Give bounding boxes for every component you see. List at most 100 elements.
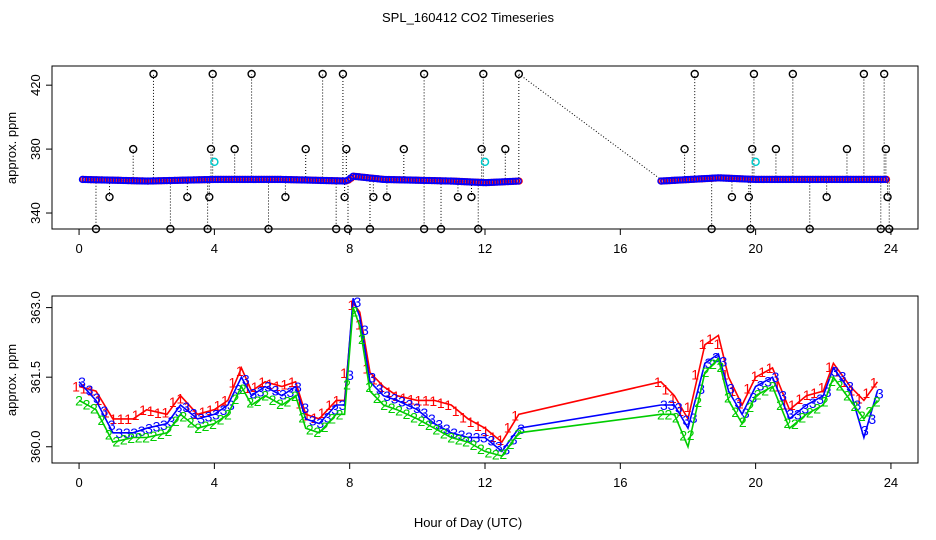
series-marker-3: 3	[660, 397, 668, 413]
series-marker-2: 2	[395, 403, 403, 419]
series-marker-1: 1	[288, 374, 296, 390]
series-marker-1: 1	[310, 410, 318, 426]
series-marker-3: 3	[458, 427, 466, 443]
series-marker-1: 1	[661, 381, 669, 397]
series-marker-2: 2	[157, 426, 165, 442]
series-marker-3: 3	[391, 391, 399, 407]
baseline-point-blue	[879, 175, 887, 184]
top-y-tick-label: 420	[28, 74, 43, 96]
series-marker-2: 2	[484, 444, 492, 460]
series-marker-1: 1	[706, 331, 714, 347]
series-marker-3: 3	[175, 404, 183, 420]
series-marker-3: 3	[123, 425, 131, 441]
bottom-x-tick-label: 12	[478, 475, 492, 490]
outlier-point	[338, 69, 348, 79]
baseline-point-blue	[511, 177, 520, 185]
outlier-point	[690, 69, 699, 79]
series-marker-2: 2	[276, 396, 284, 412]
series-marker-3: 3	[712, 350, 720, 366]
outlier-point	[301, 144, 310, 154]
series-marker-3: 3	[86, 382, 94, 398]
outlier-point	[105, 192, 114, 202]
outlier-point	[342, 144, 351, 154]
series-line-3	[78, 298, 879, 453]
series-marker-3: 3	[346, 367, 354, 383]
series-marker-1: 1	[788, 397, 796, 413]
series-marker-1: 1	[176, 391, 184, 407]
series-marker-2: 2	[164, 423, 172, 439]
series-marker-1: 1	[452, 403, 460, 419]
series-marker-3: 3	[167, 414, 175, 430]
series-marker-2: 2	[440, 425, 448, 441]
series-marker-1: 1	[496, 432, 504, 448]
series-marker-1: 1	[467, 414, 475, 430]
baseline-point-blue	[514, 177, 522, 185]
gap-connector	[518, 73, 662, 180]
top-x-tick-label: 4	[211, 241, 218, 256]
series-marker-3: 3	[78, 374, 86, 390]
series-marker-2: 2	[418, 413, 426, 429]
series-marker-3: 3	[354, 294, 362, 310]
series-marker-1: 1	[236, 363, 244, 379]
top-y-tick-label: 380	[28, 138, 43, 160]
series-marker-1: 1	[295, 395, 303, 411]
series-marker-3: 3	[93, 390, 101, 406]
series-marker-2: 2	[254, 393, 262, 409]
top-panel-axes: 0 4 8 12 16 20 24 340 380 420	[28, 74, 898, 256]
baseline-point-blue	[881, 175, 890, 184]
outlier-point	[419, 224, 429, 234]
series-marker-2: 2	[851, 398, 859, 414]
series-marker-3: 3	[682, 412, 690, 428]
series-marker-2: 2	[709, 356, 717, 372]
series-marker-1: 1	[303, 408, 311, 424]
series-marker-3: 3	[153, 419, 161, 435]
series-marker-3: 3	[331, 401, 339, 417]
series-marker-1: 1	[132, 407, 140, 423]
series-marker-3: 3	[108, 417, 116, 433]
bottom-panel: approx. ppm Hour of Day (UTC) 1 1 111 1 1 1 1 1…	[4, 291, 919, 530]
series-marker-3: 3	[368, 369, 376, 385]
series-marker-1: 1	[699, 336, 707, 352]
series-marker-3: 3	[667, 397, 675, 413]
outlier-point	[885, 224, 894, 234]
series-marker-1: 1	[102, 404, 110, 420]
outlier-point	[247, 69, 256, 79]
outlier-point	[771, 144, 781, 154]
series-marker-3: 3	[443, 421, 451, 437]
series-marker-1: 1	[459, 409, 467, 425]
series-marker-1: 1	[139, 402, 147, 418]
series-marker-3: 3	[794, 406, 802, 422]
outlier-point	[365, 224, 375, 234]
bottom-y-axis-label: approx. ppm	[4, 344, 19, 416]
series-marker-1: 1	[228, 375, 236, 391]
series-marker-2: 2	[717, 359, 725, 375]
series-marker-2: 2	[231, 391, 239, 407]
outlier-point	[749, 69, 759, 79]
series-marker-3: 3	[772, 369, 780, 385]
series-marker-3: 3	[675, 399, 683, 415]
series-marker-1: 1	[169, 394, 177, 410]
series-marker-1: 1	[444, 397, 452, 413]
series-marker-1: 1	[862, 385, 870, 401]
outlier-point	[206, 144, 216, 154]
outlier-point	[467, 192, 476, 202]
series-marker-2: 2	[373, 390, 381, 406]
outlier-point	[453, 192, 463, 202]
series-marker-2: 2	[425, 417, 433, 433]
series-marker-3: 3	[190, 405, 198, 421]
series-marker-1: 1	[818, 379, 826, 395]
series-marker-2: 2	[83, 396, 91, 412]
series-marker-3: 3	[413, 400, 421, 416]
series-marker-2: 2	[477, 441, 485, 457]
series-marker-3: 3	[517, 421, 525, 437]
series-marker-3: 3	[301, 400, 309, 416]
series-marker-2: 2	[172, 413, 180, 429]
series-marker-2: 2	[873, 393, 881, 409]
series-marker-1: 1	[736, 396, 744, 412]
outlier-point	[748, 144, 757, 154]
series-marker-3: 3	[846, 378, 854, 394]
series-marker-1: 1	[714, 336, 722, 352]
series-marker-3: 3	[279, 387, 287, 403]
series-marker-2: 2	[664, 406, 672, 422]
